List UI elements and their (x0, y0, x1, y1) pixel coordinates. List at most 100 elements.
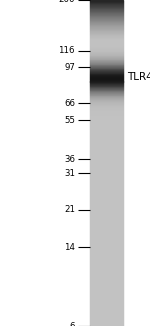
Bar (90, 273, 123, 274)
Bar (90, 321, 123, 322)
Bar (90, 222, 123, 223)
Bar (90, 93, 123, 94)
Bar (90, 208, 123, 209)
Text: 66: 66 (64, 98, 75, 108)
Bar (90, 244, 123, 245)
Bar (90, 197, 123, 198)
Bar (90, 277, 123, 278)
Bar (90, 65, 123, 66)
Bar (90, 174, 123, 175)
Bar (90, 88, 123, 89)
Bar (90, 276, 123, 277)
Bar (90, 99, 123, 100)
Bar (90, 113, 123, 114)
Bar (90, 231, 123, 232)
Bar (90, 323, 123, 324)
Text: 97: 97 (64, 63, 75, 72)
Bar (90, 133, 123, 134)
Bar (90, 205, 123, 206)
Bar (90, 216, 123, 217)
Bar (90, 61, 123, 62)
Bar (90, 269, 123, 270)
Bar (90, 300, 123, 301)
Bar (90, 117, 123, 118)
Bar (90, 320, 123, 321)
Bar (90, 145, 123, 146)
Bar (90, 82, 123, 83)
Bar (90, 315, 123, 316)
Bar (90, 153, 123, 154)
Bar (90, 103, 123, 104)
Bar (90, 1, 123, 2)
Bar (90, 278, 123, 279)
Bar (90, 228, 123, 229)
Bar (90, 317, 123, 318)
Bar (90, 203, 123, 204)
Bar (90, 21, 123, 22)
Bar (90, 168, 123, 169)
Bar (90, 129, 123, 130)
Bar (90, 42, 123, 43)
Bar (90, 287, 123, 288)
Bar (90, 156, 123, 157)
Bar (90, 220, 123, 221)
Bar (90, 123, 123, 124)
Bar (90, 27, 123, 28)
Bar (90, 324, 123, 325)
Bar (90, 86, 123, 87)
Bar (90, 302, 123, 303)
Bar (90, 196, 123, 197)
Bar (90, 298, 123, 299)
Bar (90, 215, 123, 216)
Bar (90, 83, 123, 84)
Bar (90, 167, 123, 168)
Bar (90, 149, 123, 150)
Bar (90, 45, 123, 46)
Bar (90, 252, 123, 253)
Bar (90, 166, 123, 167)
Bar (90, 211, 123, 212)
Bar (90, 28, 123, 29)
Bar (90, 52, 123, 53)
Bar (90, 152, 123, 153)
Bar (90, 77, 123, 78)
Bar (90, 214, 123, 215)
Bar (90, 261, 123, 262)
Bar (90, 29, 123, 30)
Bar (90, 30, 123, 31)
Bar (90, 233, 123, 234)
Bar (90, 146, 123, 147)
Bar (90, 163, 123, 164)
Text: 116: 116 (58, 46, 75, 55)
Bar (90, 111, 123, 112)
Bar (90, 209, 123, 210)
Bar (90, 293, 123, 294)
Text: 21: 21 (64, 205, 75, 214)
Bar (90, 251, 123, 252)
Bar (90, 299, 123, 300)
Bar (90, 270, 123, 271)
Bar (90, 49, 123, 50)
Bar (90, 92, 123, 93)
Bar (90, 14, 123, 15)
Bar (90, 62, 123, 63)
Bar (90, 260, 123, 261)
Bar (90, 98, 123, 99)
Bar (90, 33, 123, 34)
Bar (90, 26, 123, 27)
Bar (90, 310, 123, 311)
Bar (90, 142, 123, 143)
Bar (90, 32, 123, 33)
Bar (90, 188, 123, 189)
Bar (90, 121, 123, 122)
Bar (90, 172, 123, 173)
Bar (90, 101, 123, 102)
Bar (90, 241, 123, 242)
Bar (90, 253, 123, 254)
Bar (90, 213, 123, 214)
Bar (90, 63, 123, 64)
Bar (90, 114, 123, 115)
Bar (90, 212, 123, 213)
Bar (90, 54, 123, 55)
Bar (90, 79, 123, 80)
